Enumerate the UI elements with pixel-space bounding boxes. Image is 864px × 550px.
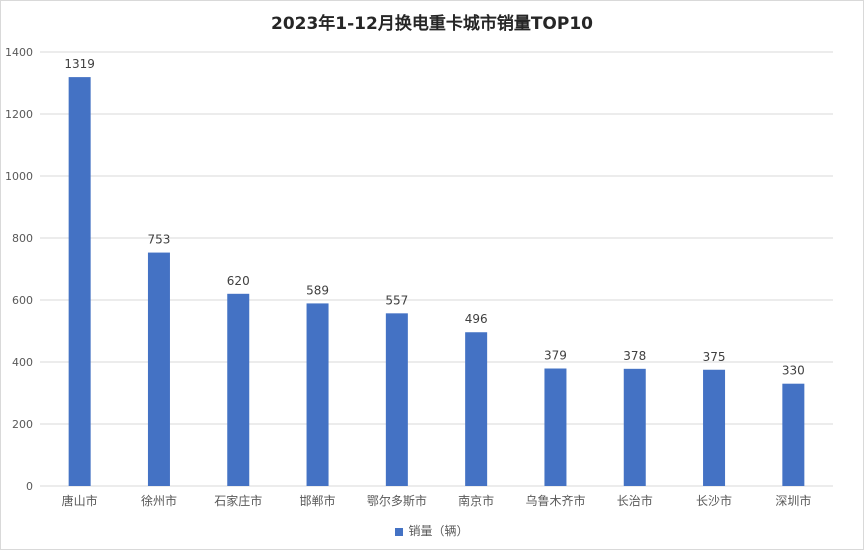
bar: [465, 332, 488, 486]
bar: [306, 303, 329, 486]
y-tick-label: 0: [26, 480, 33, 493]
bar: [623, 368, 646, 486]
x-category-label: 唐山市: [62, 493, 98, 508]
bar: [544, 368, 567, 486]
y-tick-label: 1000: [5, 170, 33, 183]
data-label: 375: [703, 350, 726, 364]
x-category-label: 长沙市: [696, 493, 732, 508]
x-category-label: 邯郸市: [300, 493, 336, 508]
bar: [227, 293, 250, 486]
data-label: 620: [227, 274, 250, 288]
data-label: 330: [782, 364, 805, 378]
bar: [782, 383, 805, 486]
x-category-label: 徐州市: [141, 493, 177, 508]
y-tick-label: 1200: [5, 108, 33, 121]
x-category-label: 石家庄市: [214, 493, 262, 508]
data-label: 753: [147, 233, 170, 247]
legend-swatch: [395, 527, 404, 536]
data-label: 557: [385, 293, 408, 307]
x-category-label: 深圳市: [775, 493, 811, 508]
chart-title: 2023年1-12月换电重卡城市销量TOP10: [270, 14, 594, 34]
y-tick-label: 800: [12, 232, 33, 245]
legend: 销量（辆）: [0, 522, 864, 539]
x-category-label: 南京市: [458, 493, 494, 508]
data-label: 379: [544, 349, 567, 363]
data-label: 1319: [64, 57, 95, 71]
x-category-label: 长治市: [617, 493, 653, 508]
legend-label: 销量（辆）: [408, 524, 469, 538]
bar: [385, 313, 408, 486]
y-tick-label: 200: [12, 418, 33, 431]
x-category-label: 乌鲁木齐市: [525, 493, 585, 508]
x-category-label: 鄂尔多斯市: [367, 493, 427, 508]
y-tick-label: 1400: [5, 46, 33, 59]
data-label: 496: [465, 312, 488, 326]
data-label: 589: [306, 283, 329, 297]
bar: [68, 77, 91, 487]
bar: [703, 369, 726, 486]
bar: [147, 252, 170, 486]
y-tick-label: 400: [12, 356, 33, 369]
y-tick-label: 600: [12, 294, 33, 307]
data-label: 378: [623, 349, 646, 363]
